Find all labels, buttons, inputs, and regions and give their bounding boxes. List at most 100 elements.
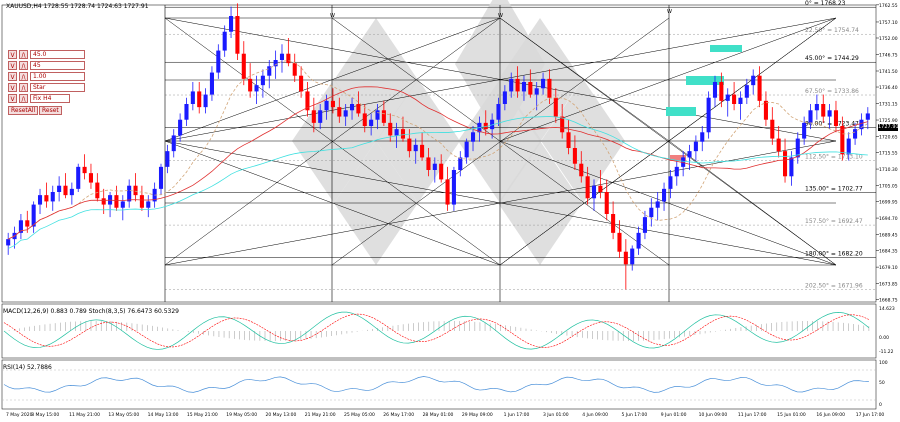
candle-body: [216, 50, 221, 73]
gann-fan-line: [499, 140, 837, 266]
candle-body: [833, 110, 839, 126]
angle-toggle-button[interactable]: /\: [19, 72, 28, 81]
time-axis-label: 28 May 01:00: [423, 412, 454, 418]
time-axis-label: 16 Jun 09:00: [816, 412, 845, 418]
time-axis-label: 13 May 05:00: [108, 412, 139, 418]
candle-body: [362, 113, 367, 126]
price-axis-label: 1710.30: [879, 167, 898, 173]
candle-body: [662, 188, 667, 202]
candle-body: [604, 192, 609, 214]
time-axis-label: 21 May 21:00: [305, 412, 336, 418]
candle-body: [254, 85, 259, 92]
macd-axis-label: 0.00: [879, 335, 889, 341]
rsi-axis-label: 0: [879, 402, 882, 408]
candle-body: [114, 195, 119, 208]
candle-body: [407, 138, 412, 152]
candle-body: [6, 239, 11, 246]
candle-body: [674, 166, 679, 177]
angle-toggle-button[interactable]: /\: [19, 61, 28, 70]
time-axis-label: 19 May 05:00: [226, 412, 257, 418]
gann-level-label: 180.00° = 1682.20: [805, 250, 863, 257]
candle-body: [343, 110, 348, 117]
candle-body: [330, 100, 335, 108]
candle-body: [732, 94, 737, 104]
v-toggle-button[interactable]: V: [8, 50, 17, 59]
gann-fan-line: [164, 17, 501, 266]
candle-body: [139, 195, 144, 208]
main-panel-frame: [1, 4, 877, 303]
stoch-signal-line: [3, 313, 870, 348]
candle-body: [458, 157, 463, 170]
target-zone-green: [686, 76, 724, 85]
time-axis-label: 17 Jun 17:00: [856, 412, 885, 418]
value-field[interactable]: 1.00: [30, 72, 85, 81]
candle-body: [470, 132, 476, 142]
gann-fan-line: [499, 17, 670, 142]
candle-body: [158, 166, 164, 189]
angle-toggle-button[interactable]: /\: [19, 83, 28, 92]
candle-body: [655, 201, 660, 208]
gann-fan-line: [164, 140, 501, 266]
reset-all-button[interactable]: ResetAll: [8, 106, 39, 115]
gann-level-label: 90.00° = 1723.47: [805, 121, 859, 128]
candle-body: [712, 82, 718, 98]
value-field[interactable]: 45.0: [30, 50, 85, 59]
value-field[interactable]: Star: [30, 83, 85, 92]
candle-body: [700, 132, 705, 142]
price-axis-label: 1725.90: [879, 118, 898, 124]
v-toggle-button[interactable]: V: [8, 83, 17, 92]
time-axis-label: 14 May 13:00: [148, 412, 179, 418]
candle-body: [744, 85, 749, 98]
angle-toggle-button[interactable]: /\: [19, 50, 28, 59]
time-axis-label: 15 May 21:00: [187, 412, 218, 418]
price-axis-label: 1762.55: [879, 3, 898, 9]
candle-body: [630, 248, 635, 265]
macd-axis-label: -11.22: [879, 349, 894, 355]
candle-body: [299, 75, 304, 92]
candle-body: [426, 157, 431, 170]
candle-body: [560, 116, 565, 133]
price-axis-label: 1731.15: [879, 102, 898, 108]
time-axis-label: 7 May 2020: [6, 412, 33, 418]
candle-body: [222, 31, 227, 51]
candle-body: [776, 138, 781, 152]
candle-body: [82, 166, 87, 174]
ma-dashed-line: [8, 60, 869, 240]
marker-w: W: [330, 13, 335, 19]
candle-body: [318, 110, 323, 123]
v-toggle-button[interactable]: V: [8, 61, 17, 70]
value-field[interactable]: 45: [30, 61, 85, 70]
candle-body: [165, 151, 170, 167]
gann-fan-line: [164, 17, 501, 142]
candle-body: [273, 60, 278, 67]
time-axis-label: 9 Jun 01:00: [661, 412, 687, 418]
rsi-label: RSI(14) 52.7886: [3, 364, 52, 371]
value-field[interactable]: Fix H4: [30, 94, 70, 103]
candle-body: [127, 185, 132, 202]
v-toggle-button[interactable]: V: [8, 72, 17, 81]
gann-level-label: 67.50° = 1733.86: [805, 88, 859, 95]
reset-button[interactable]: Reset: [39, 106, 62, 115]
candle-body: [241, 53, 246, 79]
control-row-1: V /\ 45.0: [8, 50, 85, 59]
macd-panel-frame: [1, 303, 877, 359]
v-toggle-button[interactable]: V: [8, 94, 17, 103]
price-axis-label: 1705.05: [879, 184, 898, 190]
candle-body: [286, 53, 291, 64]
price-axis-label: 1673.85: [879, 282, 898, 288]
candle-body: [101, 198, 106, 205]
candle-body: [814, 104, 819, 111]
gann-level-label: 22.50° = 1754.74: [805, 27, 859, 34]
stoch-main-line: [3, 311, 870, 350]
candle-body: [668, 176, 673, 189]
angle-toggle-button[interactable]: /\: [19, 94, 28, 103]
candle-body: [356, 104, 361, 114]
target-zone-green: [710, 45, 742, 52]
candle-body: [133, 185, 138, 196]
rsi-axis-label: 100: [879, 360, 888, 366]
time-axis-label: 4 Jun 09:00: [582, 412, 608, 418]
time-axis-label: 11 Jun 17:00: [738, 412, 767, 418]
candle-body: [44, 195, 49, 202]
candle-body: [37, 195, 43, 205]
